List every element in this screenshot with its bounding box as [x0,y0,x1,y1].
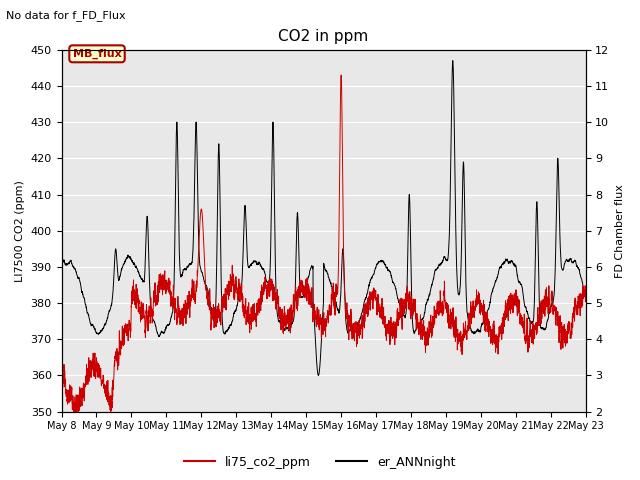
Y-axis label: LI7500 CO2 (ppm): LI7500 CO2 (ppm) [15,180,25,282]
Text: No data for f_FD_Flux: No data for f_FD_Flux [6,10,126,21]
Text: MB_flux: MB_flux [72,48,122,59]
Legend: li75_co2_ppm, er_ANNnight: li75_co2_ppm, er_ANNnight [179,451,461,474]
Y-axis label: FD Chamber flux: FD Chamber flux [615,184,625,277]
Title: CO2 in ppm: CO2 in ppm [278,29,369,44]
